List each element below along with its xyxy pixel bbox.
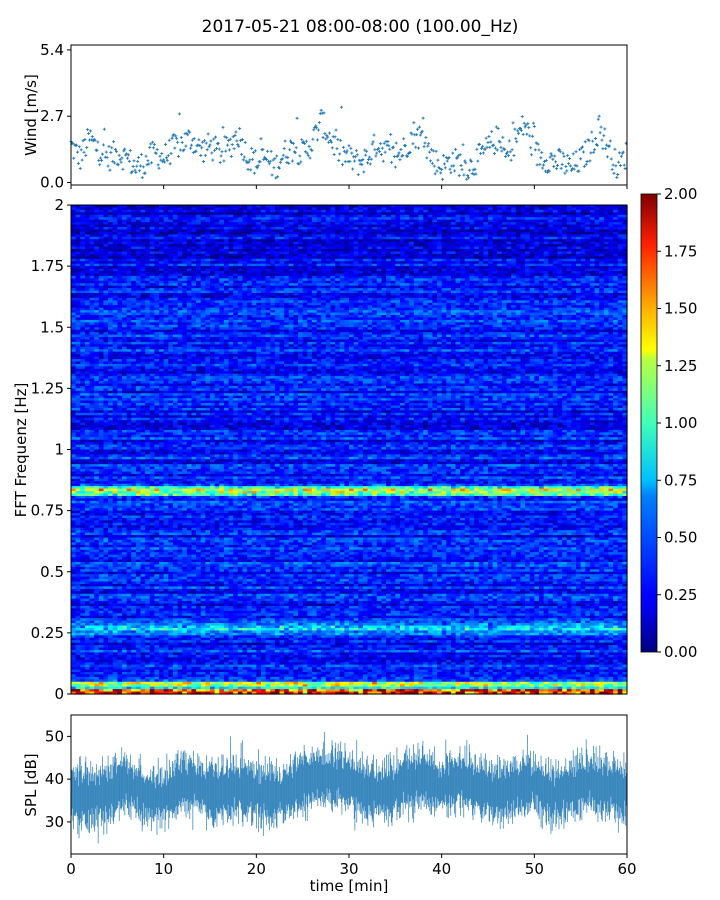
wind-y-axis: 0.0 2.7 5.4 [40,41,71,192]
wind-x-axis [71,185,627,189]
wind-y-tick-label: 2.7 [40,107,64,125]
wind-y-tick-label: 5.4 [40,41,64,59]
figure-title: 2017-05-21 08:00-08:00 (100.00_Hz) [202,17,519,37]
wind-y-tick-label: 0.0 [40,174,64,192]
wind-y-label: Wind [m/s] [22,74,40,156]
spectrogram-heatmap [71,205,628,695]
wind-panel: 0.0 2.7 5.4 Wind [m/s] [22,41,628,192]
